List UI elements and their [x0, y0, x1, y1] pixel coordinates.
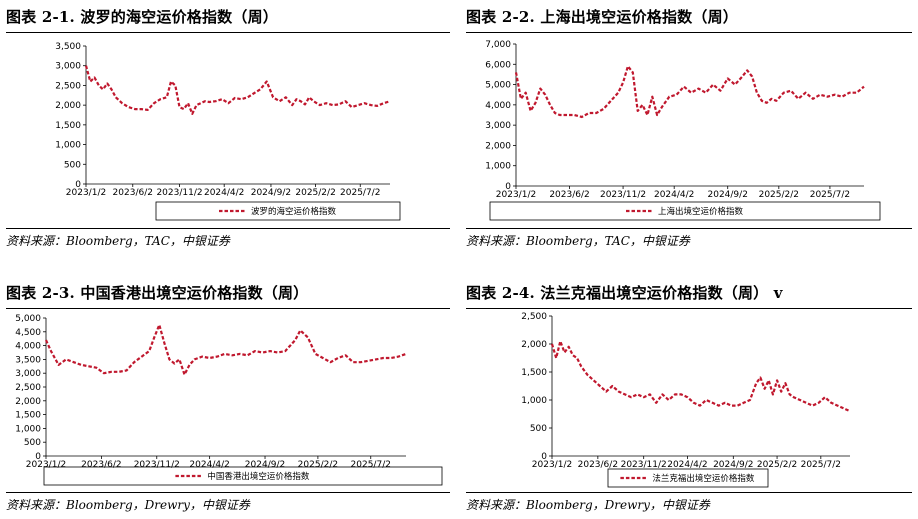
- x-tick-label: 2023/1/2: [532, 460, 572, 470]
- y-tick-label: 3,000: [15, 369, 41, 379]
- y-tick-label: 2,500: [15, 383, 41, 393]
- series-line: [44, 323, 407, 376]
- line-chart: 0 500 1,000 1,500 2,000 2,500 2023/1/2 2023/6/2…: [521, 312, 851, 488]
- y-tick-label: 500: [64, 160, 81, 170]
- line-chart: 0 500 1,000 1,500 2,000 2,500 3,000 3,500 4,000 4…: [15, 314, 443, 486]
- y-tick-label: 4,500: [15, 328, 41, 338]
- y-tick-label: 2,500: [55, 81, 81, 91]
- legend-label: 波罗的海空运价格指数: [251, 206, 337, 217]
- chart-title: 图表 2-4. 法兰克福出境空运价格指数（周） v: [466, 284, 783, 302]
- x-tick-label: 2024/9/2: [713, 460, 753, 470]
- y-tick-label: 1,000: [15, 424, 41, 434]
- legend-box: [43, 466, 443, 486]
- chart-panel-1: 图表 2-1. 波罗的海空运价格指数（周） 0 500 1,000 1,500 2,00…: [6, 6, 450, 256]
- y-tick-label: 1,500: [15, 411, 41, 421]
- x-tick-label: 2023/1/2: [66, 188, 106, 198]
- y-tick-label: 1,000: [485, 162, 511, 172]
- x-tick-label: 2025/2/2: [298, 460, 338, 470]
- y-tick-label: 0: [505, 182, 511, 192]
- x-tick-label: 2024/4/2: [189, 460, 229, 470]
- y-tick-label: 500: [24, 438, 41, 448]
- x-tick-label: 2023/11/2: [134, 460, 180, 470]
- y-tick-label: 5,000: [485, 81, 511, 91]
- chart-panel-3: 图表 2-3. 中国香港出境空运价格指数（周） 0 500 1,000 1,500 2,…: [6, 282, 450, 516]
- x-tick-label: 2024/9/2: [245, 460, 285, 470]
- y-tick-label: 1,500: [521, 368, 547, 378]
- x-tick-label: 2024/4/2: [667, 460, 707, 470]
- y-tick-label: 7,000: [485, 40, 511, 50]
- source-note: 资料来源：Bloomberg，Drewry，中银证券: [466, 498, 710, 512]
- y-tick-label: 2,000: [15, 397, 41, 407]
- y-tick-label: 4,000: [15, 342, 41, 352]
- y-tick-label: 3,000: [485, 121, 511, 131]
- source-note: 资料来源：Bloomberg，TAC，中银证券: [466, 234, 690, 248]
- x-tick-label: 2023/1/2: [496, 190, 536, 200]
- y-tick-label: 5,000: [15, 314, 41, 324]
- y-tick-label: 0: [75, 180, 81, 190]
- x-tick-label: 2023/11/2: [621, 460, 667, 470]
- y-tick-label: 2,000: [485, 141, 511, 151]
- y-tick-label: 3,500: [55, 42, 81, 52]
- x-tick-label: 2023/6/2: [81, 460, 121, 470]
- y-tick-label: 1,000: [521, 396, 547, 406]
- y-tick-label: 4,000: [485, 101, 511, 111]
- divider: [6, 228, 450, 229]
- x-tick-label: 2025/7/2: [801, 460, 841, 470]
- source-note: 资料来源：Bloomberg，Drewry，中银证券: [6, 498, 250, 512]
- x-tick-label: 2024/9/2: [251, 188, 291, 198]
- divider: [466, 308, 912, 309]
- x-tick-label: 2023/1/2: [26, 460, 66, 470]
- x-tick-label: 2024/4/2: [654, 190, 694, 200]
- chart-panel-4: 图表 2-4. 法兰克福出境空运价格指数（周） v 0 500 1,000 1,500…: [466, 282, 912, 516]
- x-tick-label: 2024/4/2: [204, 188, 244, 198]
- divider: [6, 308, 450, 309]
- series-line: [84, 65, 391, 115]
- source-note: 资料来源：Bloomberg，TAC，中银证券: [6, 234, 230, 248]
- legend-box: [489, 201, 881, 221]
- chart-title: 图表 2-3. 中国香港出境空运价格指数（周）: [6, 284, 309, 302]
- chart-title: 图表 2-1. 波罗的海空运价格指数（周）: [6, 8, 278, 26]
- divider: [6, 32, 450, 33]
- line-chart: 0 500 1,000 1,500 2,000 2,500 3,000 3,500 2023/1…: [55, 42, 401, 221]
- x-tick-label: 2023/6/2: [549, 190, 589, 200]
- x-tick-label: 2025/7/2: [810, 190, 850, 200]
- line-chart: 0 1,000 2,000 3,000 4,000 5,000 6,000 7,000 2023…: [485, 40, 881, 221]
- legend-label: 上海出境空运价格指数: [658, 206, 744, 217]
- series-line: [550, 340, 851, 413]
- divider: [466, 32, 912, 33]
- y-tick-label: 2,000: [55, 101, 81, 111]
- x-tick-label: 2023/11/2: [600, 190, 646, 200]
- y-tick-label: 3,000: [55, 62, 81, 72]
- x-tick-label: 2023/6/2: [113, 188, 153, 198]
- chart-title: 图表 2-2. 上海出境空运价格指数（周）: [466, 8, 738, 26]
- legend-box: [607, 468, 769, 488]
- y-tick-label: 1,500: [55, 121, 81, 131]
- x-tick-label: 2025/2/2: [757, 460, 797, 470]
- y-tick-label: 2,500: [521, 312, 547, 322]
- legend-label: 法兰克福出境空运价格指数: [652, 473, 755, 484]
- chart-panel-2: 图表 2-2. 上海出境空运价格指数（周） 0 1,000 2,000 3,000 4,…: [466, 6, 912, 256]
- legend-label: 中国香港出境空运价格指数: [207, 471, 310, 482]
- y-tick-label: 3,500: [15, 355, 41, 365]
- x-tick-label: 2024/9/2: [708, 190, 748, 200]
- y-tick-label: 2,000: [521, 340, 547, 350]
- y-tick-label: 6,000: [485, 60, 511, 70]
- divider: [6, 492, 450, 493]
- x-tick-label: 2025/2/2: [295, 188, 335, 198]
- y-tick-label: 0: [541, 452, 547, 462]
- x-tick-label: 2025/2/2: [759, 190, 799, 200]
- x-tick-label: 2023/6/2: [578, 460, 618, 470]
- x-tick-label: 2025/7/2: [351, 460, 391, 470]
- divider: [466, 492, 912, 493]
- y-tick-label: 1,000: [55, 141, 81, 151]
- y-tick-label: 0: [35, 452, 41, 462]
- series-line: [514, 65, 865, 119]
- legend-box: [155, 201, 401, 221]
- x-tick-label: 2025/7/2: [340, 188, 380, 198]
- y-tick-label: 500: [530, 424, 547, 434]
- x-tick-label: 2023/11/2: [156, 188, 202, 198]
- divider: [466, 228, 912, 229]
